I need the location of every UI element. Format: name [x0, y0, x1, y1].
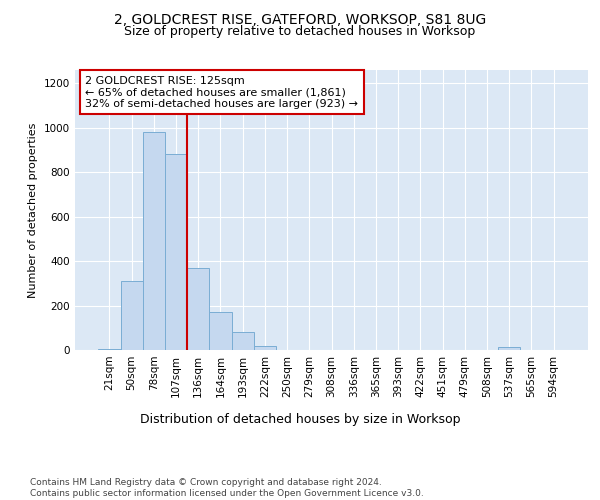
- Bar: [232, 332, 254, 350]
- Bar: [98, 349, 121, 350]
- Bar: [254, 346, 276, 350]
- Bar: [187, 268, 209, 350]
- Bar: [121, 281, 143, 350]
- Bar: [209, 312, 232, 350]
- Text: Distribution of detached houses by size in Worksop: Distribution of detached houses by size …: [140, 412, 460, 426]
- Y-axis label: Number of detached properties: Number of detached properties: [28, 122, 38, 298]
- Text: 2, GOLDCREST RISE, GATEFORD, WORKSOP, S81 8UG: 2, GOLDCREST RISE, GATEFORD, WORKSOP, S8…: [114, 12, 486, 26]
- Text: Contains HM Land Registry data © Crown copyright and database right 2024.
Contai: Contains HM Land Registry data © Crown c…: [30, 478, 424, 498]
- Text: Size of property relative to detached houses in Worksop: Size of property relative to detached ho…: [124, 25, 476, 38]
- Bar: [143, 132, 165, 350]
- Text: 2 GOLDCREST RISE: 125sqm
← 65% of detached houses are smaller (1,861)
32% of sem: 2 GOLDCREST RISE: 125sqm ← 65% of detach…: [85, 76, 358, 109]
- Bar: [165, 154, 187, 350]
- Bar: [498, 346, 520, 350]
